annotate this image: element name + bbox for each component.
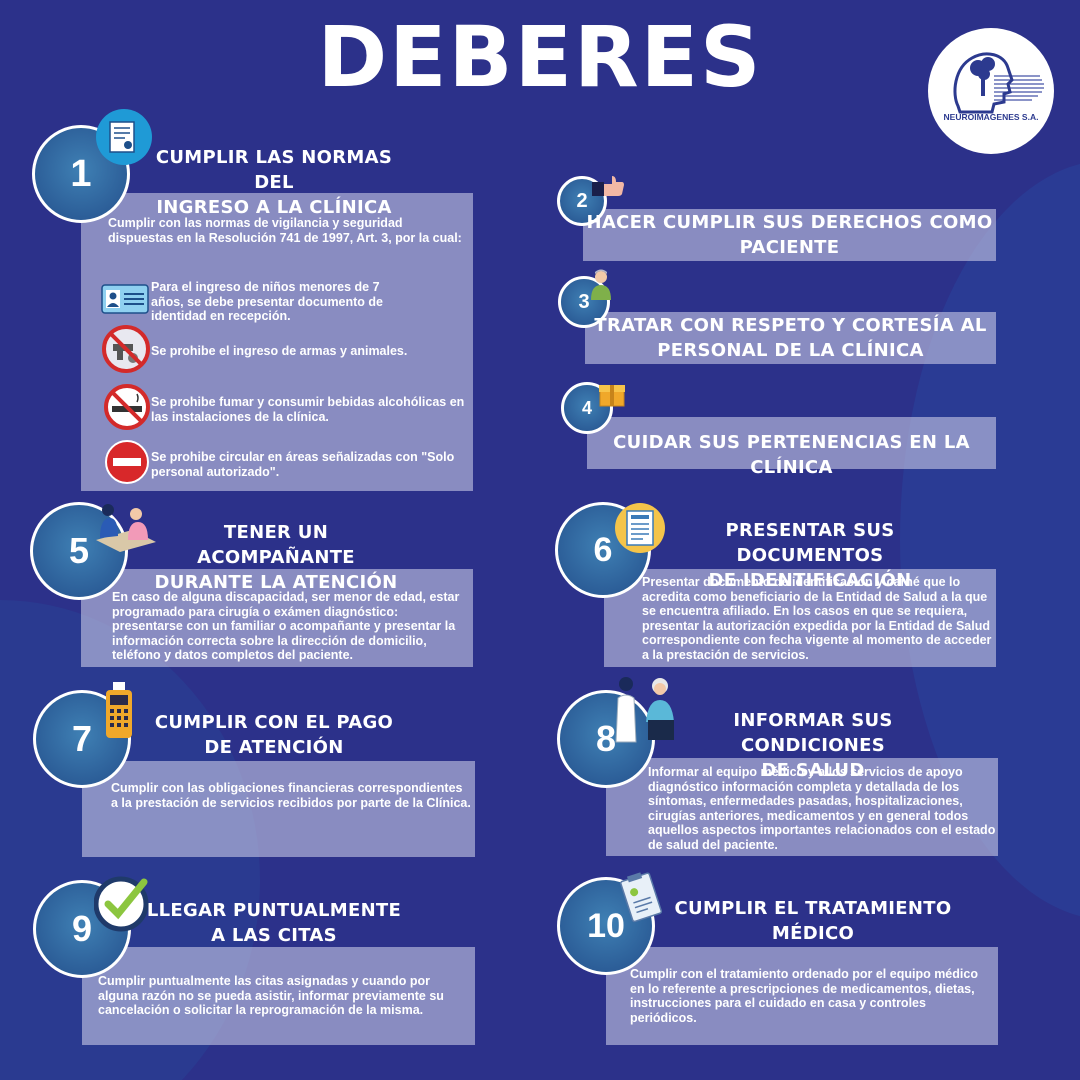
- logo: NEUROIMAGENES S.A.: [928, 28, 1054, 154]
- document-icon: [614, 502, 666, 554]
- item-10-number: 10: [587, 906, 625, 945]
- item-8-number-circle: 8: [557, 690, 655, 788]
- item-8-box: [606, 758, 998, 856]
- item-4-heading-line1: CUIDAR SUS PERTENENCIAS EN LA CLÍNICA: [613, 432, 970, 478]
- item-10-box: [606, 947, 998, 1045]
- item-8-heading-line2: DE SALUD: [761, 760, 865, 781]
- item-5-heading-line2: DURANTE LA ATENCIÓN: [154, 572, 398, 593]
- item-1-rule-4-text: Se prohibe circular en áreas señalizadas…: [151, 450, 455, 479]
- brain-tree-logo-icon: [953, 52, 1044, 114]
- item-7-heading-line2: DE ATENCIÓN: [204, 737, 344, 758]
- item-2-box: [583, 209, 996, 261]
- item-9-box: [82, 947, 475, 1045]
- item-10-heading-line1: CUMPLIR EL TRATAMIENTO: [674, 898, 952, 919]
- item-7-heading-line1: CUMPLIR CON EL PAGO: [154, 712, 394, 733]
- item-1-rule-3-text: Se prohibe fumar y consumir bebidas alco…: [151, 395, 465, 424]
- item-9-number: 9: [71, 908, 93, 949]
- item-4-number: 4: [581, 397, 592, 418]
- item-3-heading: TRATAR CON RESPETO Y CORTESÍA AL PERSONA…: [585, 313, 996, 363]
- item-9-heading: LLEGAR PUNTUALMENTE A LAS CITAS: [140, 898, 408, 948]
- item-5-heading: TENER UN ACOMPAÑANTE DURANTE LA ATENCIÓN: [142, 520, 410, 595]
- no-smoking-icon: [103, 383, 151, 431]
- item-6-heading: PRESENTAR SUS DOCUMENTOS DE IDENTIFICACI…: [660, 518, 960, 593]
- item-5-number: 5: [68, 530, 90, 571]
- item-10-heading-line2: MÉDICO: [771, 923, 855, 944]
- item-7-text: Cumplir con las obligaciones financieras…: [111, 781, 471, 810]
- item-5-box: [81, 569, 473, 667]
- item-9-text: Cumplir puntualmente las citas asignadas…: [98, 974, 444, 1017]
- logo-text: NEUROIMAGENES S.A.: [943, 112, 1039, 122]
- item-2-heading-line2: PACIENTE: [739, 237, 840, 258]
- item-6-heading-line2: DE IDENTIFICACIÓN: [708, 570, 912, 591]
- item-5-heading-line1: TENER UN ACOMPAÑANTE: [197, 522, 355, 568]
- box-icon: [598, 382, 626, 408]
- item-1-rule-1-text: Para el ingreso de niños menores de 7 añ…: [151, 280, 384, 323]
- item-5-text: En caso de alguna discapacidad, ser meno…: [112, 590, 460, 662]
- item-9-heading-line2: A LAS CITAS: [211, 925, 337, 946]
- nurse-icon: [588, 268, 614, 300]
- item-1-heading-line1: CUMPLIR LAS NORMAS DEL: [155, 147, 393, 193]
- item-7-box: [82, 761, 475, 857]
- item-1-rule-2-text: Se prohibe el ingreso de armas y animale…: [151, 344, 408, 358]
- item-6-text: Presentar documento de identificación y …: [642, 575, 992, 662]
- page-title: DEBERES: [317, 8, 763, 106]
- item-4-heading: CUIDAR SUS PERTENENCIAS EN LA CLÍNICA: [587, 430, 996, 480]
- item-1-text: Cumplir con las normas de vigilancia y s…: [108, 216, 462, 245]
- item-6-box: [604, 569, 996, 667]
- certificate-icon: [95, 108, 153, 166]
- item-1-number: 1: [70, 152, 92, 195]
- clock-check-icon: [93, 874, 152, 932]
- item-7-heading: CUMPLIR CON EL PAGO DE ATENCIÓN: [140, 710, 408, 760]
- item-3-number: 3: [578, 290, 590, 313]
- no-entry-icon: [104, 439, 150, 485]
- item-1-heading-line2: INGRESO A LA CLÍNICA: [156, 197, 392, 218]
- item-9-heading-line1: LLEGAR PUNTUALMENTE: [146, 900, 402, 921]
- item-3-number-circle: 3: [558, 276, 610, 328]
- item-10-heading: CUMPLIR EL TRATAMIENTO MÉDICO: [672, 896, 954, 946]
- no-weapons-animals-icon: [101, 324, 151, 374]
- payment-terminal-icon: [104, 682, 134, 740]
- item-2-heading: HACER CUMPLIR SUS DERECHOS COMO PACIENTE: [583, 210, 996, 260]
- item-8-heading: INFORMAR SUS CONDICIONES DE SALUD: [672, 708, 954, 783]
- thumbs-up-icon: [590, 174, 626, 198]
- doctor-patient-icon: [612, 672, 682, 744]
- item-8-text: Informar al equipo médico y a los servic…: [648, 765, 996, 852]
- item-6-number: 6: [593, 530, 613, 569]
- item-3-box: [585, 312, 996, 364]
- id-card-icon: [101, 284, 149, 314]
- item-7-number: 7: [71, 718, 93, 759]
- item-2-number: 2: [576, 189, 588, 212]
- item-10-text: Cumplir con el tratamiento ordenado por …: [630, 967, 978, 1025]
- item-8-number: 8: [595, 718, 617, 759]
- item-1-heading: CUMPLIR LAS NORMAS DEL INGRESO A LA CLÍN…: [140, 145, 408, 220]
- item-3-heading-line2: PERSONAL DE LA CLÍNICA: [657, 340, 924, 361]
- item-2-heading-line1: HACER CUMPLIR SUS DERECHOS COMO: [586, 212, 993, 233]
- item-8-heading-line1: INFORMAR SUS CONDICIONES: [733, 710, 893, 756]
- clipboard-icon: [618, 870, 666, 924]
- item-4-box: [587, 417, 996, 469]
- companions-icon: [92, 500, 158, 552]
- item-6-heading-line1: PRESENTAR SUS DOCUMENTOS: [725, 520, 895, 566]
- item-3-heading-line1: TRATAR CON RESPETO Y CORTESÍA AL: [594, 315, 987, 336]
